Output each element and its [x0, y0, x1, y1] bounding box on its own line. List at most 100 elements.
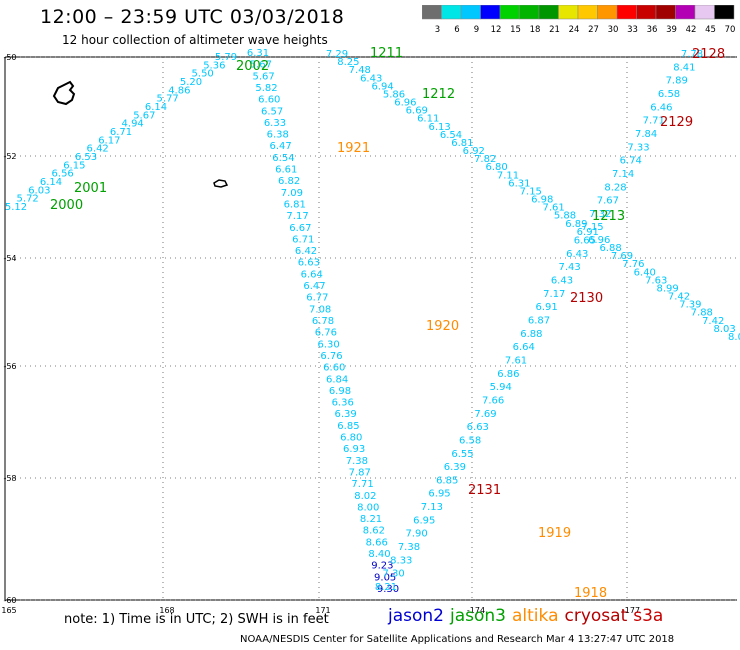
legend-item-s3a: s3a	[633, 606, 664, 626]
swh-value: 7.61	[505, 355, 527, 366]
swh-value: 7.38	[398, 542, 420, 553]
swh-value: 6.98	[531, 195, 553, 206]
track-label: 2000	[50, 198, 83, 213]
swh-value: 8.33	[390, 555, 412, 566]
swh-value: 6.43	[360, 73, 382, 84]
swh-value: 7.08	[309, 304, 331, 315]
swh-value: 5.50	[192, 69, 214, 80]
swh-value: 6.77	[306, 293, 328, 304]
swh-value: 6.56	[52, 169, 74, 180]
lon-label: 171	[315, 606, 330, 615]
swh-value: 7.84	[635, 129, 657, 140]
swh-value: 6.98	[329, 386, 351, 397]
swh-value: 5.82	[255, 83, 277, 94]
swh-value: 9.05	[374, 572, 396, 583]
swh-value: 6.71	[292, 234, 314, 245]
swh-value: 7.29	[326, 49, 348, 60]
scale-level-label: 42	[686, 25, 697, 35]
swh-value: 7.33	[627, 142, 649, 153]
satellite-legend: jason2 jason3 altika cryosat s3a	[388, 606, 669, 626]
swh-value: 7.87	[349, 467, 371, 478]
swh-value: 6.94	[371, 81, 393, 92]
swh-value: 7.30	[383, 569, 405, 580]
scale-level-label: 70	[725, 25, 736, 35]
swh-value: 6.69	[406, 106, 428, 117]
swh-value: 8.03	[713, 324, 735, 335]
scale-level-label: 3	[435, 25, 440, 35]
scale-level-label: 6	[454, 25, 459, 35]
swh-value: 8.40	[368, 549, 390, 560]
swh-value: 6.54	[272, 153, 294, 164]
swh-value: 6.64	[513, 342, 535, 353]
note-text: note: 1) Time is in UTC; 2) SWH is in fe…	[64, 612, 329, 627]
swh-value: 6.13	[428, 122, 450, 133]
swh-value: 6.65	[574, 236, 596, 247]
track-labels: 2000 2001 2002 1921 1920 1919 1918 1211 1212 1213…	[50, 46, 725, 601]
swh-value: 7.15	[520, 186, 542, 197]
swh-value: 5.67	[250, 60, 272, 71]
swh-value: 7.14	[612, 169, 634, 180]
swh-value: 6.86	[497, 369, 519, 380]
swh-value: 7.61	[542, 203, 564, 214]
swh-value: 8.28	[604, 182, 626, 193]
swh-value: 6.88	[599, 243, 621, 254]
swh-value: 5.12	[5, 202, 27, 213]
swh-value: 7.66	[482, 395, 504, 406]
track-label: 1212	[422, 87, 455, 102]
swh-value: 6.03	[28, 185, 50, 196]
credit-text: NOAA/NESDIS Center for Satellite Applica…	[240, 634, 675, 645]
page-title: 12:00 – 23:59 UTC 03/03/2018	[40, 6, 345, 28]
swh-value: 8.41	[673, 62, 695, 73]
swh-value: 6.80	[485, 162, 507, 173]
swh-value: 6.46	[650, 102, 672, 113]
swh-value: 6.71	[110, 127, 132, 138]
swh-value: 6.67	[289, 223, 311, 234]
scale-level-label: 27	[588, 25, 599, 35]
swh-value: 6.96	[588, 235, 610, 246]
swh-value: 6.43	[566, 249, 588, 260]
swh-value: 7.89	[666, 76, 688, 87]
swh-value: 6.47	[269, 141, 291, 152]
swh-value: 6.85	[436, 475, 458, 486]
swh-value: 6.43	[551, 276, 573, 287]
page-subtitle: 12 hour collection of altimeter wave hei…	[62, 33, 328, 47]
swh-value: 6.58	[658, 89, 680, 100]
swh-value: 5.88	[554, 211, 576, 222]
swh-value: 6.39	[444, 462, 466, 473]
swh-value: 6.17	[98, 135, 120, 146]
swh-value: 6.63	[298, 258, 320, 269]
swh-value: 5.77	[157, 94, 179, 105]
island-auckland	[52, 80, 76, 106]
swh-value: 5.20	[180, 77, 202, 88]
swh-value: 7.71	[351, 479, 373, 490]
swh-value: 8.62	[363, 526, 385, 537]
swh-value: 6.88	[520, 329, 542, 340]
swh-value: 7.39	[679, 300, 701, 311]
scale-level-label: 12	[491, 25, 502, 35]
swh-value: 5.79	[215, 52, 237, 63]
swh-value: 6.74	[620, 156, 642, 167]
swh-value: 6.60	[323, 363, 345, 374]
track-label: 2002	[236, 59, 269, 74]
swh-value: 7.11	[497, 170, 519, 181]
swh-value: 7.82	[474, 154, 496, 165]
swh-value: 8.66	[366, 537, 388, 548]
swh-value: 6.96	[394, 98, 416, 109]
legend-item-jason3: jason3	[450, 606, 506, 626]
swh-value: 6.82	[278, 176, 300, 187]
swh-value: 7.17	[286, 211, 308, 222]
wave-height-color-scale: 3 6 9 12 15 18 21 24 27 30 33 36 39 42 45 70	[422, 5, 736, 35]
scale-level-label: 18	[530, 25, 541, 35]
swh-value: 7.32	[589, 209, 611, 220]
swh-value: 6.14	[40, 177, 62, 188]
swh-value: 5.94	[490, 382, 512, 393]
swh-value: 6.36	[332, 398, 354, 409]
swh-value: 9.23	[371, 561, 393, 572]
swh-value: 6.60	[258, 95, 280, 106]
swh-value: 6.55	[451, 449, 473, 460]
swh-value: 7.15	[581, 222, 603, 233]
swh-value: 6.33	[264, 118, 286, 129]
scale-level-label: 36	[647, 25, 658, 35]
lon-label: 165	[1, 606, 16, 615]
swh-value: 7.71	[643, 116, 665, 127]
